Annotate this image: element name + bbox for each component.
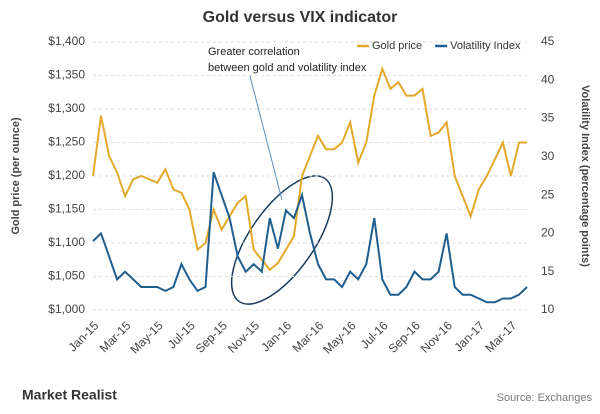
y2-axis-label: Volatility Index (percentage points) xyxy=(579,85,591,267)
legend-label: Gold price xyxy=(372,40,422,52)
y2-tick-label: 35 xyxy=(541,111,555,125)
source: Source: Exchanges xyxy=(497,392,593,404)
x-tick-label: Jan-16 xyxy=(258,318,294,354)
x-tick-label: Mar-17 xyxy=(483,318,520,355)
y-tick-label: $1,000 xyxy=(48,302,85,316)
y2-tick-label: 15 xyxy=(541,264,555,278)
y-tick-label: $1,400 xyxy=(48,34,85,48)
brand: Market Realist xyxy=(22,387,117,403)
annotation-line: Greater correlation xyxy=(208,46,300,58)
highlight-ellipse xyxy=(230,175,334,305)
x-tick-label: Sep-16 xyxy=(386,318,423,355)
x-tick-label: Sep-15 xyxy=(193,318,230,355)
x-tick-label: Mar-16 xyxy=(290,318,327,355)
x-tick-label: Jan-17 xyxy=(451,318,487,354)
annotation-arrow xyxy=(249,75,283,201)
legend-label: Volatility Index xyxy=(450,40,521,52)
x-tick-label: Nov-15 xyxy=(225,318,262,355)
y-tick-label: $1,300 xyxy=(48,101,85,115)
y-axis-label: Gold price (per ounce) xyxy=(10,117,22,235)
y2-tick-label: 45 xyxy=(541,34,555,48)
series-line xyxy=(92,65,527,272)
y2-tick-label: 25 xyxy=(541,187,555,201)
y2-tick-label: 30 xyxy=(541,149,555,163)
y-tick-label: $1,050 xyxy=(48,269,85,283)
x-tick-label: May-15 xyxy=(127,318,165,356)
annotation-line: between gold and volatility index xyxy=(208,62,367,74)
annotation: Greater correlation between gold and vola… xyxy=(208,46,367,74)
chart-title: Gold versus VIX indicator xyxy=(203,9,398,26)
y-tick-label: $1,100 xyxy=(48,235,85,249)
x-tick-label: Jan-15 xyxy=(66,318,102,354)
y-tick-label: $1,250 xyxy=(48,135,85,149)
y-tick-label: $1,200 xyxy=(48,168,85,182)
x-tick-label: May-16 xyxy=(320,318,358,356)
series-line xyxy=(92,171,528,304)
x-tick-label: Nov-16 xyxy=(418,318,455,355)
y2-tick-label: 40 xyxy=(541,72,555,86)
y2-tick-label: 10 xyxy=(541,302,555,316)
y-tick-label: $1,350 xyxy=(48,68,85,82)
x-tick-label: Mar-15 xyxy=(97,318,134,355)
y2-tick-label: 20 xyxy=(541,226,555,240)
y-tick-label: $1,150 xyxy=(48,202,85,216)
